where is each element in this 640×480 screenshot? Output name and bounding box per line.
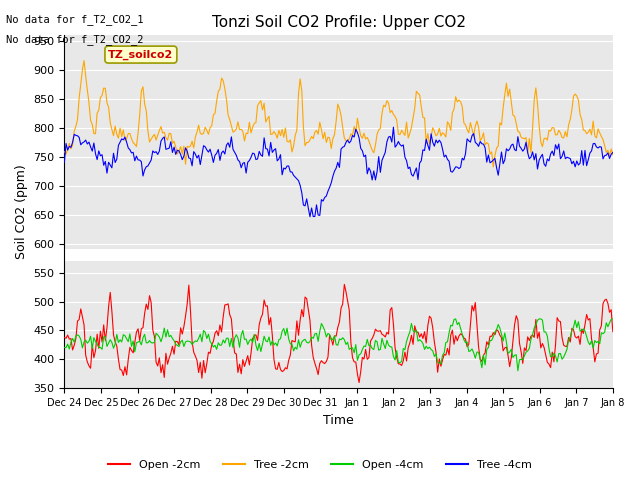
Y-axis label: Soil CO2 (ppm): Soil CO2 (ppm) [15, 165, 28, 259]
Text: No data for f_T2_CO2_2: No data for f_T2_CO2_2 [6, 34, 144, 45]
Title: Tonzi Soil CO2 Profile: Upper CO2: Tonzi Soil CO2 Profile: Upper CO2 [212, 15, 466, 30]
Legend: Open -2cm, Tree -2cm, Open -4cm, Tree -4cm: Open -2cm, Tree -2cm, Open -4cm, Tree -4… [104, 456, 536, 474]
Text: No data for f_T2_CO2_1: No data for f_T2_CO2_1 [6, 14, 144, 25]
X-axis label: Time: Time [323, 414, 354, 427]
Bar [65, 250, 613, 261]
Text: TZ_soilco2: TZ_soilco2 [108, 49, 173, 60]
